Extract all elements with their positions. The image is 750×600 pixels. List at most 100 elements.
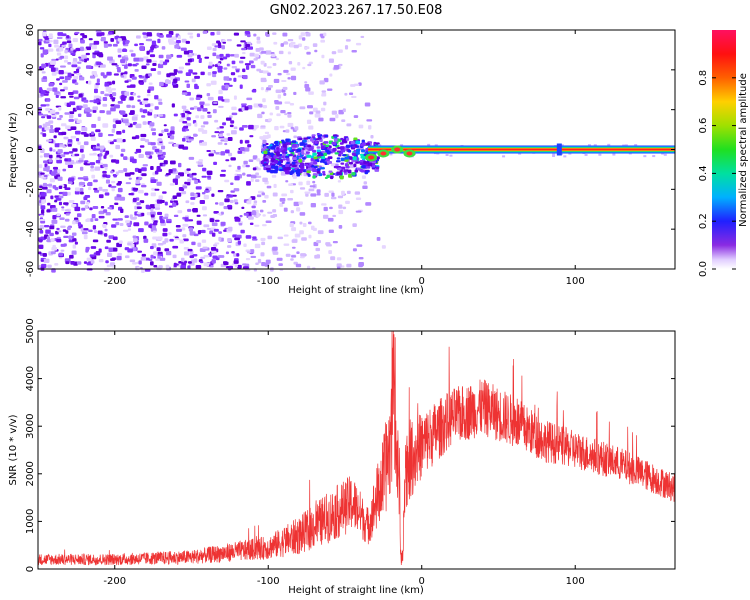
- spectrogram-cell: [337, 146, 341, 150]
- spectrogram-cell: [375, 166, 380, 170]
- spectrogram-cell: [273, 183, 277, 189]
- spectrogram-cell: [90, 165, 94, 169]
- spectrogram-cell: [289, 153, 293, 156]
- spectrogram-cell: [299, 142, 305, 146]
- spectrogram-cell: [85, 246, 90, 250]
- spectrogram-cell: [328, 170, 333, 173]
- spectrogram-cell: [282, 158, 286, 161]
- spectrogram-cell: [98, 156, 102, 161]
- spectrogram-cell: [141, 115, 146, 118]
- spectrogram-cell: [337, 49, 343, 53]
- spectrogram-cell: [190, 197, 196, 200]
- spectrogram-cell: [365, 142, 370, 146]
- spectrogram-cell: [225, 251, 229, 255]
- spectrogram-cell: [346, 123, 352, 127]
- spectrogram-cell: [139, 145, 145, 148]
- spectrogram-cell: [298, 201, 303, 205]
- spectrogram-cell: [201, 141, 208, 146]
- spectrogram-cell: [129, 49, 134, 53]
- spectrogram-cell: [186, 168, 191, 171]
- spectrogram-cell: [127, 248, 133, 253]
- spectrogram-cell: [51, 58, 57, 61]
- spectrogram-cell: [353, 83, 360, 86]
- spectrogram-cell: [361, 165, 366, 169]
- spectrogram-cell: [172, 254, 177, 259]
- spectrogram-cell: [176, 192, 182, 197]
- spectrogram-cell: [346, 263, 352, 268]
- spectrogram-cell: [39, 218, 46, 221]
- spectrogram-cell: [210, 80, 217, 85]
- spectrogram-cell: [248, 159, 254, 162]
- spectrogram-cell: [71, 220, 76, 225]
- spectrogram-cell: [55, 111, 60, 115]
- spectrogram-cell: [58, 201, 63, 206]
- spectrogram-cell: [243, 212, 249, 216]
- snr-ytick-label: 0: [25, 566, 36, 572]
- spectrogram-cell: [250, 174, 257, 179]
- spectrogram-cell: [316, 146, 321, 149]
- spectrogram-cell: [281, 201, 285, 204]
- spectrogram-cell: [117, 187, 123, 193]
- spectrogram-cell: [56, 36, 63, 39]
- spectrogram-cell: [40, 53, 44, 58]
- spectrogram-cell: [98, 132, 103, 138]
- spectrogram-cell: [237, 264, 242, 269]
- spectrogram-cell: [316, 149, 321, 153]
- spectrogram-cell: [154, 95, 159, 100]
- spectrogram-cell: [172, 168, 177, 172]
- spectrogram-cell: [294, 126, 299, 131]
- spectrogram-cell: [231, 112, 238, 116]
- spectrogram-cell: [135, 148, 142, 153]
- spectrogram-cell: [61, 206, 65, 209]
- spectrogram-cell: [76, 119, 82, 124]
- spectrogram-cell: [52, 215, 57, 220]
- spectrogram-cell: [502, 155, 506, 158]
- spectrogram-cell: [181, 38, 187, 43]
- spectrogram-cell: [60, 65, 66, 68]
- spectrogram-cell: [255, 262, 259, 266]
- spectrogram-cell: [265, 50, 272, 55]
- spectrogram-cell: [293, 44, 299, 49]
- spectrogram-cell: [63, 235, 69, 239]
- spectrogram-cell: [124, 172, 131, 177]
- spectrogram-cell: [66, 40, 72, 44]
- spectrogram-cell: [175, 224, 181, 228]
- spectrogram-cell: [81, 127, 88, 132]
- spectrogram-cell: [275, 153, 280, 157]
- spectrogram-cell: [306, 170, 311, 174]
- spectrogram-cell: [256, 194, 262, 198]
- spectrogram-cell: [181, 190, 187, 195]
- spectrogram-cell: [151, 132, 157, 136]
- spectrogram-cell: [131, 105, 136, 109]
- spectrogram-cell: [186, 117, 191, 121]
- spectrogram-cell: [266, 164, 271, 168]
- spectrogram-cell: [91, 44, 97, 50]
- spectrogram-cell: [79, 166, 84, 171]
- spectrogram-cell: [103, 41, 108, 44]
- spectrogram-cell: [138, 168, 142, 174]
- spectrogram-cell: [111, 128, 116, 133]
- spectrogram-cell: [173, 143, 180, 147]
- spectrogram-cell: [355, 148, 361, 153]
- spectrogram-cell: [320, 39, 325, 43]
- spectrogram-cell: [295, 263, 302, 268]
- spectrogram-cell: [150, 179, 157, 184]
- spectrogram-cell: [183, 125, 189, 129]
- spectrogram-cell: [127, 63, 132, 67]
- spectrogram-cell: [158, 133, 163, 137]
- spectrogram-cell: [257, 258, 262, 264]
- spectrogram-cell: [56, 227, 60, 231]
- spectrogram-cell: [67, 164, 73, 169]
- spectrogram-cell: [43, 93, 49, 96]
- spectrogram-cell: [113, 139, 118, 142]
- spectrogram-cell: [141, 212, 145, 217]
- spectrogram-cell: [74, 130, 81, 135]
- spectrogram-cell: [285, 157, 290, 161]
- spectrogram-cell: [111, 88, 116, 91]
- spectrogram-cell: [285, 155, 290, 159]
- spectrogram-cell: [304, 81, 308, 84]
- spectrogram-cell: [153, 251, 158, 256]
- spectrogram-cell: [325, 242, 331, 246]
- spectrogram-cell: [225, 84, 229, 89]
- spectrogram-cell: [236, 253, 240, 257]
